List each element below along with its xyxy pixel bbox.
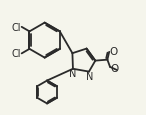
Text: Cl: Cl <box>12 23 21 33</box>
Text: O: O <box>110 46 118 56</box>
Text: N: N <box>69 69 77 78</box>
Text: O: O <box>110 64 119 73</box>
Text: N: N <box>86 71 93 81</box>
Text: Cl: Cl <box>12 49 21 59</box>
